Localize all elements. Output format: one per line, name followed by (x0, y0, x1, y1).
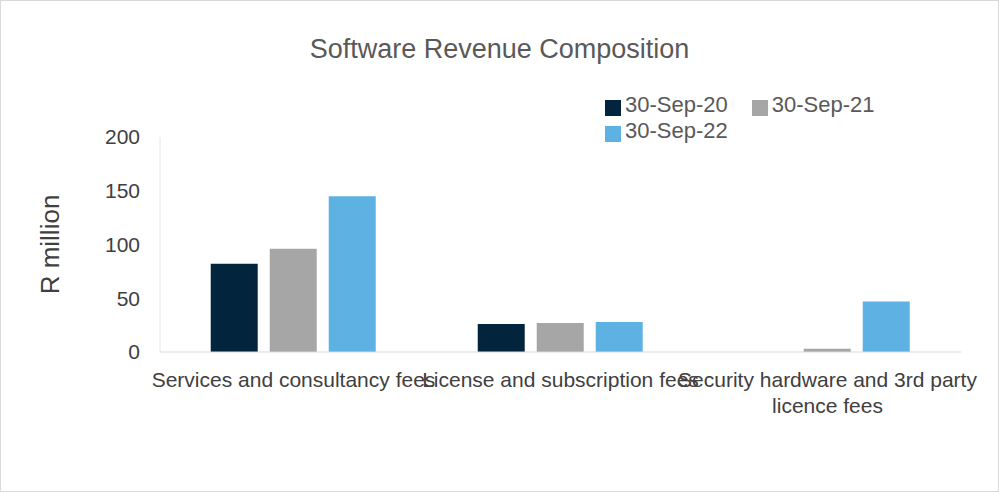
svg-text:200: 200 (105, 125, 140, 148)
svg-text:License and subscription fees: License and subscription fees (422, 368, 699, 391)
html-text:30-Sep-22: 30-Sep-22 (625, 118, 728, 143)
svg-text:50: 50 (117, 287, 140, 310)
svg-text:R million: R million (35, 195, 65, 295)
svg-text:0: 0 (128, 340, 140, 363)
svg-text:150: 150 (105, 179, 140, 202)
svg-text:100: 100 (105, 233, 140, 256)
html-text:Software Revenue Composition: Software Revenue Composition (309, 34, 690, 64)
html-text:30-Sep-21: 30-Sep-21 (771, 92, 875, 117)
svg-text:Services and consultancy fees: Services and consultancy fees (152, 368, 436, 391)
html-text:30-Sep-20: 30-Sep-20 (625, 92, 728, 117)
svg-text:Security hardware and 3rd part: Security hardware and 3rd partylicence f… (678, 368, 977, 417)
